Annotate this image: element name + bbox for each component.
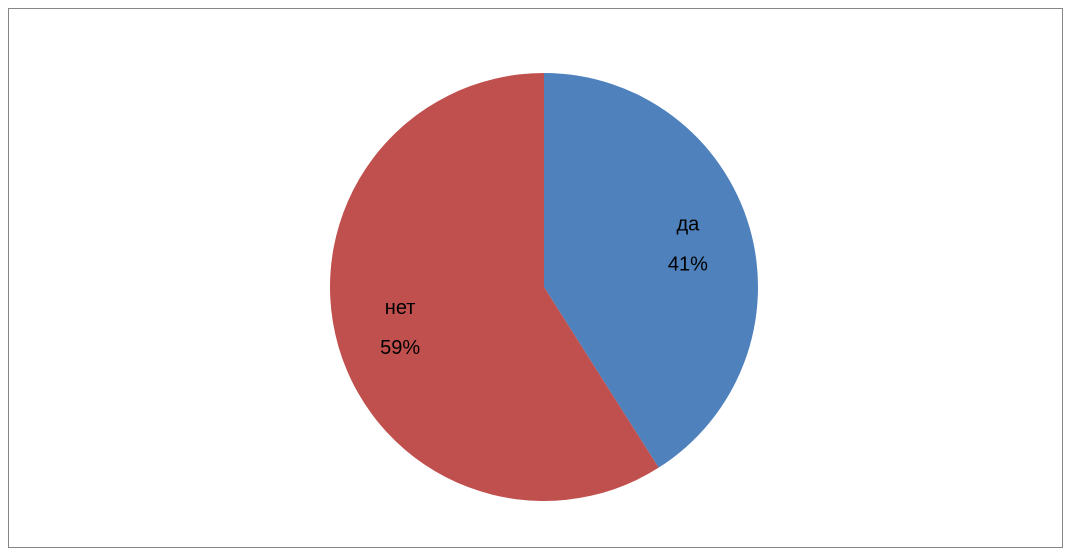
pie-slice <box>330 73 659 501</box>
slice-value-label: 41% <box>668 253 708 275</box>
slice-value-label: 59% <box>380 337 420 359</box>
pie-slice <box>544 73 758 468</box>
slice-category-label: да <box>676 213 700 235</box>
slice-category-label: нет <box>385 297 416 319</box>
